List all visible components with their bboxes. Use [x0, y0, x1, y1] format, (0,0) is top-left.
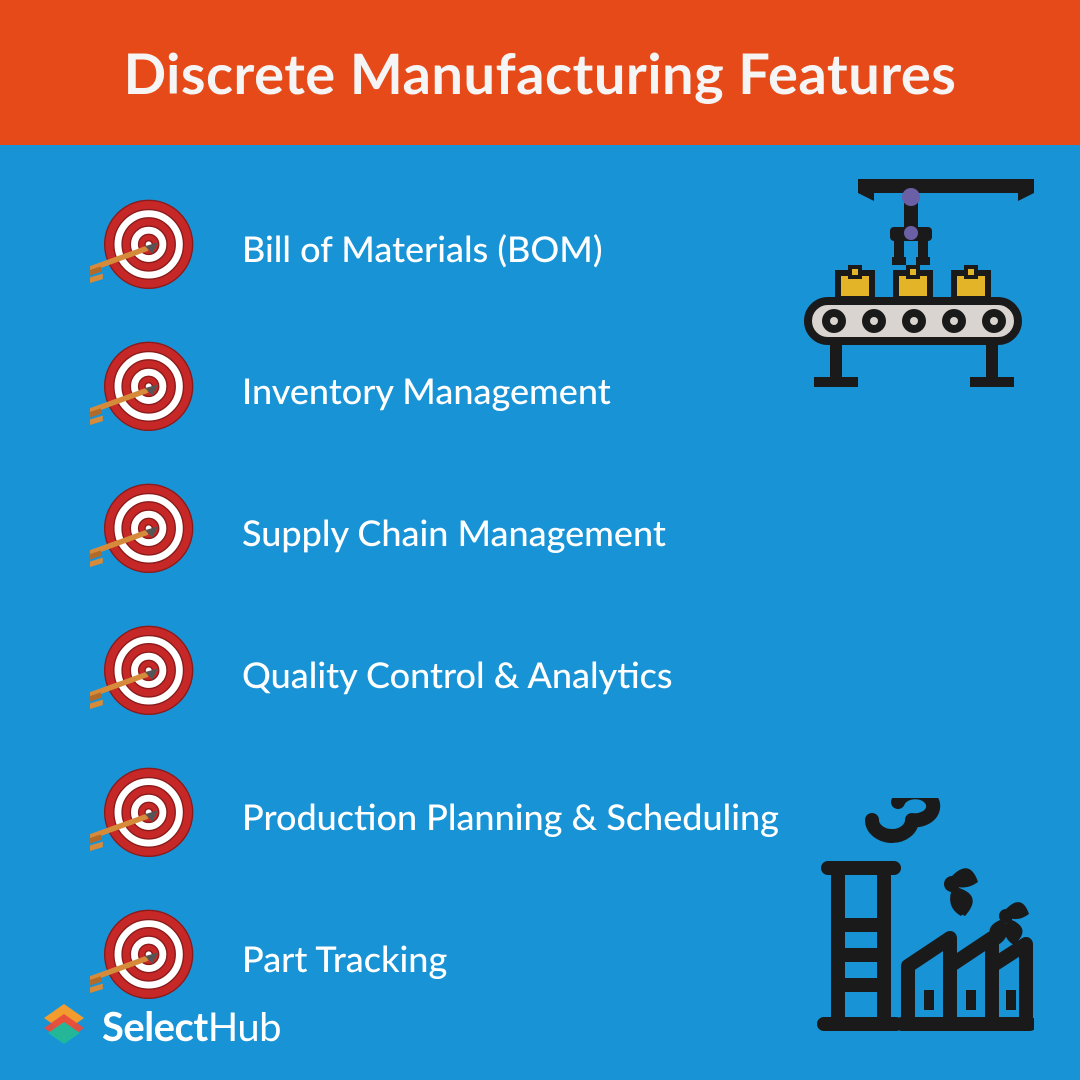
- brand-name-bold: Select: [102, 1002, 208, 1050]
- brand-logo-icon: [40, 1000, 88, 1052]
- brand-name-thin: Hub: [208, 1002, 281, 1050]
- target-arrow-icon: [90, 477, 200, 587]
- target-arrow-icon: [90, 761, 200, 871]
- infographic-page: Discrete Manufacturing Features: [0, 0, 1080, 1080]
- brand-footer: SelectHub: [40, 1000, 281, 1052]
- feature-label: Bill of Materials (BOM): [242, 226, 603, 270]
- factory-icon: [784, 798, 1034, 1042]
- feature-label: Supply Chain Management: [242, 510, 666, 554]
- target-arrow-icon: [90, 903, 200, 1013]
- page-title: Discrete Manufacturing Features: [124, 39, 957, 106]
- target-arrow-icon: [90, 193, 200, 303]
- feature-label: Part Tracking: [242, 936, 447, 980]
- feature-label: Quality Control & Analytics: [242, 652, 673, 696]
- target-arrow-icon: [90, 619, 200, 729]
- target-arrow-icon: [90, 335, 200, 445]
- feature-row: Supply Chain Management: [90, 477, 1020, 587]
- header-bar: Discrete Manufacturing Features: [0, 0, 1080, 145]
- feature-label: Production Planning & Scheduling: [242, 794, 779, 838]
- body-panel: Bill of Materials (BOM): [0, 145, 1080, 1080]
- brand-name: SelectHub: [102, 1002, 281, 1050]
- conveyor-robot-icon: [774, 173, 1034, 407]
- feature-label: Inventory Management: [242, 368, 611, 412]
- feature-row: Quality Control & Analytics: [90, 619, 1020, 729]
